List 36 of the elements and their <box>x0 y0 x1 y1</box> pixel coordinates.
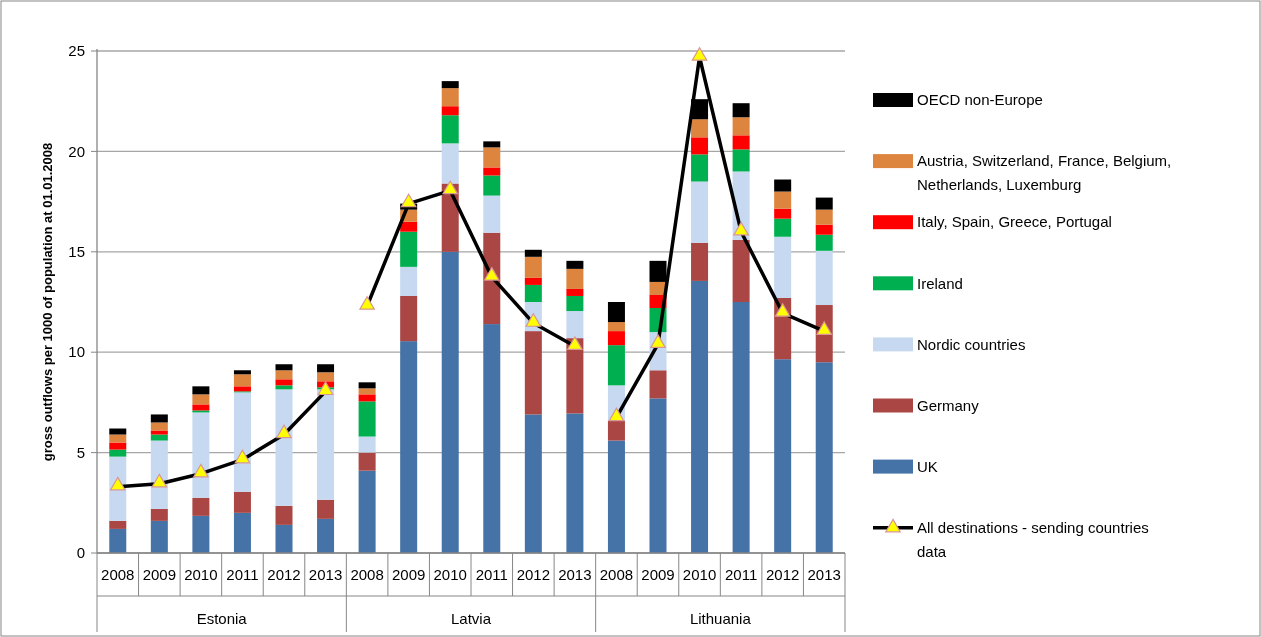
x-tick-label: 2009 <box>391 566 426 583</box>
x-tick-label: 2011 <box>475 566 508 583</box>
x-tick-label: 2009 <box>142 566 177 583</box>
x-tick-label: 2012 <box>267 566 301 583</box>
y-axis-title: gross outflows per 1000 of population at 01.01.2008 <box>40 142 55 462</box>
x-tick-label: 2008 <box>101 566 135 583</box>
x-tick-label: 2013 <box>807 566 841 583</box>
x-tick-label: 2010 <box>433 566 467 583</box>
x-tick-label: 2013 <box>308 566 343 583</box>
legend-label: Germany <box>917 396 980 414</box>
x-tick-label: 2011 <box>226 566 259 583</box>
y-tick-label: 25 <box>68 42 85 60</box>
text: Lithuania <box>689 610 752 627</box>
legend-label: OECD non-Europe <box>917 91 1043 109</box>
text: Latvia <box>450 610 492 627</box>
x-tick-label: 2012 <box>516 566 551 583</box>
y-tick-label: 0 <box>76 544 85 562</box>
y-tick-label: 5 <box>76 443 85 461</box>
legend-label: All destinations - sending countries data <box>917 518 1149 560</box>
x-tick-label: 2008 <box>599 566 634 583</box>
legend-label: Ireland <box>917 274 963 292</box>
x-tick-label: 2009 <box>641 566 675 583</box>
legend-label: Austria, Switzerland, France, Belgium, Netherlands, Luxemburg <box>917 152 1172 194</box>
x-tick-label: 2010 <box>184 566 218 583</box>
y-tick-label: 10 <box>68 343 85 361</box>
text: Estonia <box>196 610 248 627</box>
x-tick-label: 2013 <box>558 566 592 583</box>
legend-label: UK <box>917 457 938 475</box>
legend-label: Italy, Spain, Greece, Portugal <box>917 213 1112 231</box>
x-tick-label: 2012 <box>765 566 800 583</box>
x-tick-label: 2010 <box>682 566 717 583</box>
x-tick-label: 2008 <box>350 566 384 583</box>
y-tick-label: 15 <box>68 243 85 261</box>
x-tick-label: 2011 <box>724 566 758 583</box>
y-tick-label: 20 <box>68 142 85 160</box>
legend-label: Nordic countries <box>917 335 1026 353</box>
